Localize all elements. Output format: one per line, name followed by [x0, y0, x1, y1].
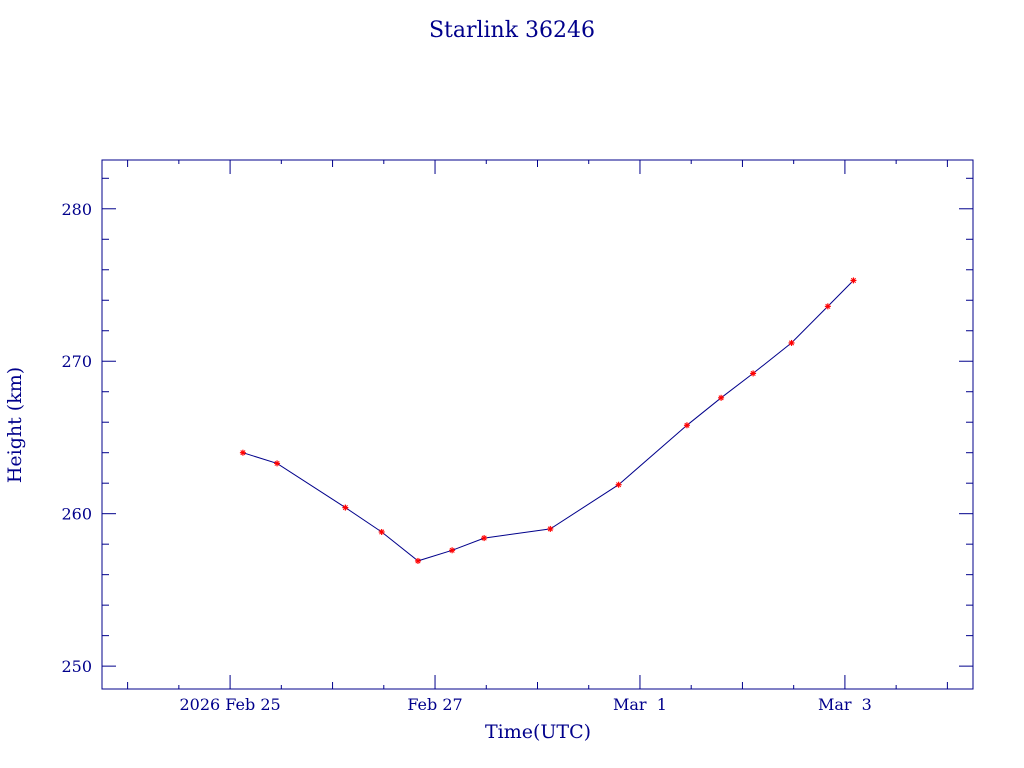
data-point-marker: [342, 504, 349, 511]
data-point-marker: [449, 547, 456, 554]
x-tick-labels: 2026 Feb 25 Feb 27 Mar 1 Mar 3: [179, 695, 871, 714]
data-point-marker: [850, 277, 857, 284]
data-point-marker: [414, 557, 421, 564]
y-tick-label: 280: [61, 200, 92, 219]
x-tick-label: Mar 1: [613, 695, 667, 714]
height-series-line: [242, 280, 854, 562]
y-tick-labels: 250 260 270 280: [61, 200, 92, 676]
data-point-marker: [615, 481, 622, 488]
height-data-points: [239, 277, 857, 564]
x-axis-label: Time(UTC): [485, 721, 591, 743]
y-tick-label: 260: [61, 505, 92, 524]
data-point-marker: [824, 303, 831, 310]
data-point-marker: [239, 449, 246, 456]
data-point-marker: [481, 535, 488, 542]
chart-title: Starlink 36246: [429, 18, 595, 43]
x-tick-label: Mar 3: [818, 695, 872, 714]
data-point-marker: [788, 339, 795, 346]
data-point-marker: [378, 528, 385, 535]
x-tick-label: Feb 27: [407, 695, 462, 714]
y-tick-label: 250: [61, 657, 92, 676]
data-point-marker: [750, 370, 757, 377]
y-tick-label: 270: [61, 352, 92, 371]
data-point-marker: [547, 525, 554, 532]
x-tick-label: 2026 Feb 25: [179, 695, 280, 714]
data-point-marker: [718, 394, 725, 401]
plot-frame: [101, 159, 974, 690]
data-point-marker: [683, 422, 690, 429]
axis-ticks: [102, 160, 973, 689]
data-point-marker: [274, 460, 281, 467]
y-axis-label: Height (km): [4, 367, 26, 483]
